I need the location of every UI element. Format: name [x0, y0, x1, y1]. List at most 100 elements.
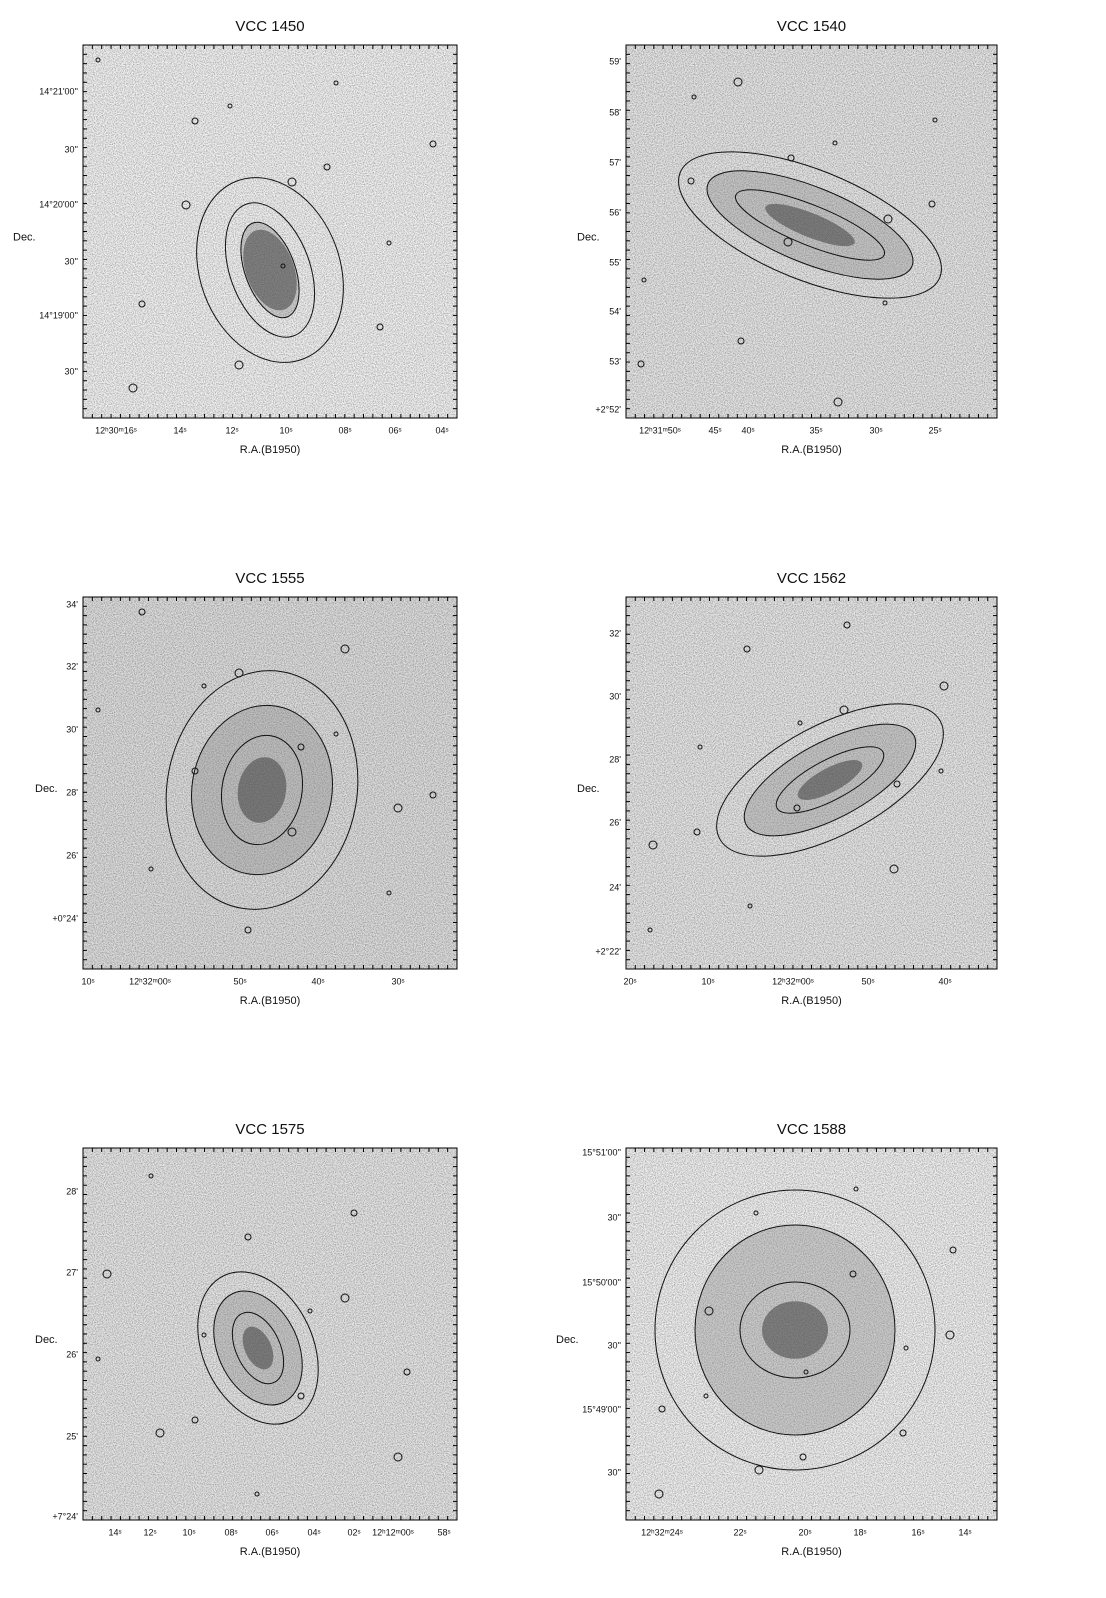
x-tick-label: 40ˢ [311, 976, 324, 986]
x-tick-label: 10ˢ [701, 976, 714, 986]
contour [240, 221, 300, 319]
contour [706, 170, 914, 280]
x-tick-label: 16ˢ [911, 1527, 924, 1537]
x-tick-label: 04ˢ [435, 425, 448, 435]
image-noise [83, 45, 457, 418]
y-tick-label: 34' [66, 599, 78, 609]
star-contour [234, 668, 244, 678]
y-tick-label: 55' [609, 257, 621, 267]
star-contour [297, 743, 305, 751]
y-tick-label: 14°20'00'' [39, 199, 78, 209]
contour [231, 1311, 285, 1385]
galaxy-core [762, 1301, 828, 1359]
y-tick-label: 27' [66, 1267, 78, 1277]
galaxy-core [237, 757, 287, 823]
x-tick-label: 12ʰ32ᵐ00ˢ [129, 976, 171, 986]
y-axis-label: Dec. [13, 231, 36, 243]
star-contour [333, 80, 339, 86]
galaxy-core [242, 1326, 274, 1370]
contour [191, 704, 333, 876]
panel: VCC 1588 Dec. R.A.(B1950) 15°51'00'' 30'' 15°… [556, 1121, 998, 1558]
star-contour [287, 177, 297, 187]
contour [743, 723, 917, 837]
star-contour [949, 1246, 957, 1254]
star-contour [95, 707, 101, 713]
y-axis-label: Dec. [577, 231, 600, 243]
star-contour [882, 300, 888, 306]
contour [775, 746, 885, 814]
star-contour [307, 1308, 313, 1314]
star-contour [647, 927, 653, 933]
star-contour [654, 1489, 664, 1499]
star-contour [201, 1332, 207, 1338]
star-contour [376, 323, 384, 331]
star-contour [350, 1209, 358, 1217]
star-contour [899, 1429, 907, 1437]
y-tick-label: 30' [66, 724, 78, 734]
x-tick-label: 22ˢ [733, 1527, 746, 1537]
star-contour [658, 1405, 666, 1413]
star-contour [743, 645, 751, 653]
star-contour [403, 1368, 411, 1376]
star-contour [95, 57, 101, 63]
contour [734, 189, 886, 261]
star-contour [244, 926, 252, 934]
contour [739, 1281, 851, 1379]
star-contour [95, 1356, 101, 1362]
star-contour [704, 1306, 714, 1316]
star-contour [939, 681, 949, 691]
panel: VCC 1562 Dec. R.A.(B1950) 32' 30' 28' 26' 24' +2… [577, 570, 998, 1007]
y-tick-label: 30'' [65, 144, 79, 154]
star-contour [853, 1186, 859, 1192]
star-contour [697, 744, 703, 750]
star-contour [787, 154, 795, 162]
contour [213, 1290, 303, 1406]
x-tick-label: 12ʰ31ᵐ50ˢ [639, 425, 681, 435]
star-contour [753, 1210, 759, 1216]
x-tick-label: 30ˢ [391, 976, 404, 986]
y-tick-label: 30' [609, 691, 621, 701]
y-tick-label: 26' [66, 1349, 78, 1359]
galaxy-core [243, 229, 297, 311]
x-tick-label: 20ˢ [798, 1527, 811, 1537]
x-tick-label: 50ˢ [233, 976, 246, 986]
star-contour [691, 94, 697, 100]
y-axis-label: Dec. [556, 1334, 579, 1346]
star-contour [687, 177, 695, 185]
star-contour [155, 1428, 165, 1438]
star-contour [386, 890, 392, 896]
galaxy-core [797, 760, 863, 800]
star-contour [191, 117, 199, 125]
y-tick-label: +0°24' [52, 913, 78, 923]
y-tick-label: 30'' [65, 366, 79, 376]
y-tick-label: 14°21'00'' [39, 86, 78, 96]
y-tick-label: 30'' [608, 1467, 622, 1477]
y-tick-label: 14°19'00'' [39, 310, 78, 320]
x-tick-label: 08ˢ [338, 425, 351, 435]
star-contour [932, 117, 938, 123]
y-tick-label: 30'' [608, 1212, 622, 1222]
y-tick-label: 28' [609, 754, 621, 764]
contour [197, 1271, 319, 1425]
y-tick-label: 25' [66, 1431, 78, 1441]
x-tick-label: 10ˢ [182, 1527, 195, 1537]
x-tick-label: 50ˢ [861, 976, 874, 986]
x-tick-label: 40ˢ [741, 425, 754, 435]
star-contour [737, 337, 745, 345]
panel-title: VCC 1575 [235, 1121, 304, 1138]
y-tick-label: +2°52' [595, 404, 621, 414]
y-tick-label: 56' [609, 207, 621, 217]
star-contour [641, 277, 647, 283]
star-contour [386, 240, 392, 246]
star-contour [128, 383, 138, 393]
x-axis-label: R.A.(B1950) [240, 1546, 301, 1558]
x-tick-label: 14ˢ [108, 1527, 121, 1537]
y-axis-label: Dec. [35, 1334, 58, 1346]
panel-title: VCC 1562 [777, 570, 846, 587]
star-contour [803, 1369, 809, 1375]
star-contour [429, 140, 437, 148]
x-axis-label: R.A.(B1950) [240, 444, 301, 456]
star-contour [797, 720, 803, 726]
star-contour [393, 1452, 403, 1462]
